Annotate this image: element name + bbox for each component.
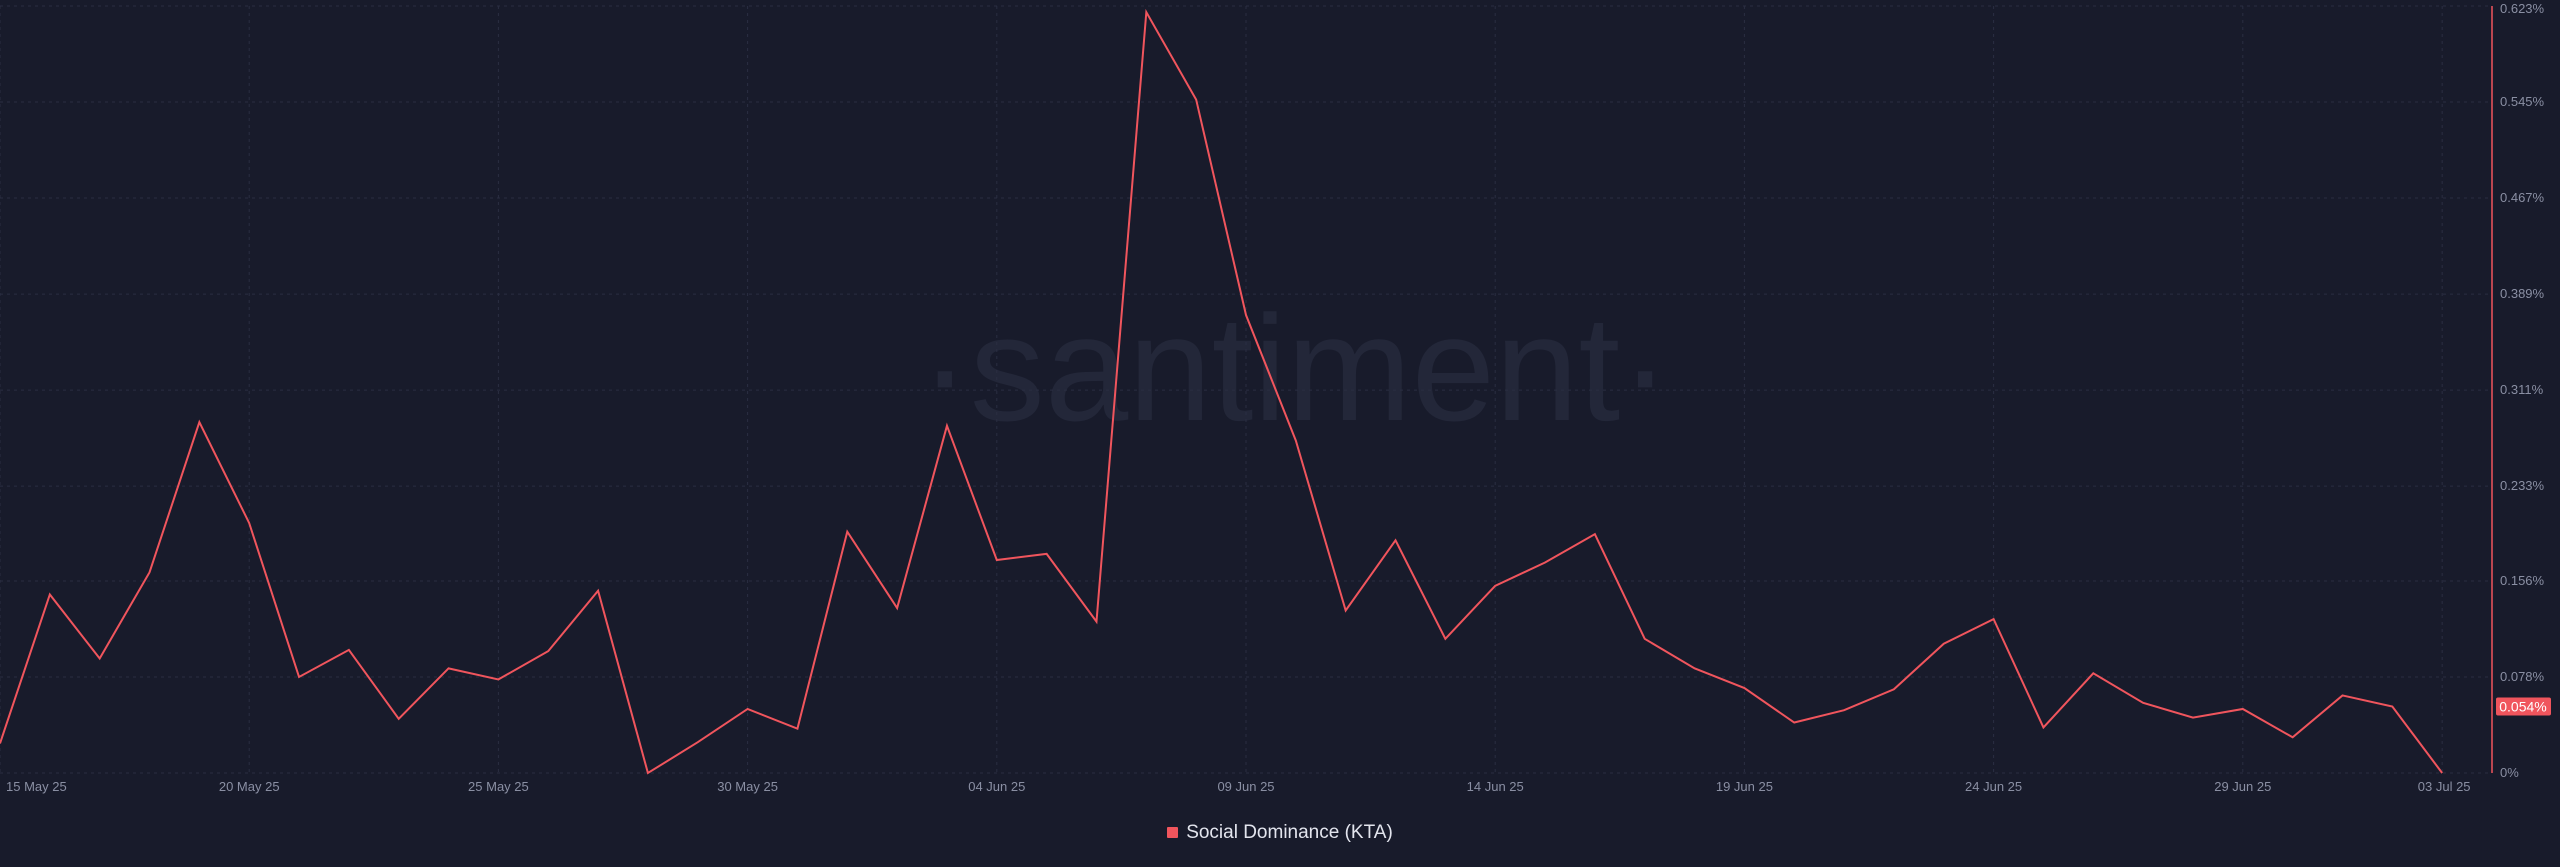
y-tick-label: 0.623% (2500, 1, 2545, 16)
data-point[interactable] (397, 717, 401, 721)
data-point[interactable] (546, 649, 550, 653)
y-tick-label: 0.467% (2500, 190, 2545, 205)
x-tick-label: 30 May 25 (717, 779, 778, 794)
data-point[interactable] (197, 420, 201, 424)
data-point[interactable] (1991, 617, 1995, 621)
series-line[interactable] (0, 8, 2443, 775)
last-value-badge-background (2496, 697, 2551, 716)
data-point[interactable] (347, 648, 351, 652)
data-point[interactable] (48, 592, 52, 596)
data-point[interactable] (1244, 313, 1248, 317)
data-point[interactable] (297, 675, 301, 679)
x-axis-ticks: 15 May 25 20 May 25 25 May 25 30 May 25 04 J… (6, 779, 2471, 794)
x-tick-label: 09 Jun 25 (1217, 779, 1274, 794)
x-tick-label: 24 Jun 25 (1965, 779, 2022, 794)
y-tick-label: 0.156% (2500, 573, 2545, 588)
data-point[interactable] (1643, 637, 1647, 641)
data-point[interactable] (1294, 438, 1298, 442)
data-point[interactable] (696, 740, 700, 744)
data-point[interactable] (2041, 725, 2045, 729)
data-point[interactable] (1393, 538, 1397, 542)
x-tick-label: 19 Jun 25 (1716, 779, 1773, 794)
data-point[interactable] (446, 666, 450, 670)
y-tick-label: 0.545% (2500, 94, 2545, 109)
x-tick-label: 15 May 25 (6, 779, 67, 794)
data-point[interactable] (945, 424, 949, 428)
last-value-label: 0.054% (2499, 699, 2546, 715)
data-point[interactable] (995, 558, 999, 562)
x-tick-label: 03 Jul 25 (2418, 779, 2471, 794)
x-gridlines (0, 6, 2443, 773)
data-point[interactable] (2241, 707, 2245, 711)
data-point[interactable] (1443, 637, 1447, 641)
data-point[interactable] (845, 529, 849, 533)
data-point[interactable] (1892, 687, 1896, 691)
data-point[interactable] (596, 589, 600, 593)
data-point[interactable] (1792, 720, 1796, 724)
legend-label: Social Dominance (KTA) (1186, 822, 1393, 843)
data-point[interactable] (2091, 671, 2095, 675)
x-tick-label: 14 Jun 25 (1467, 779, 1524, 794)
data-point[interactable] (2141, 701, 2145, 705)
series-group (0, 8, 2444, 775)
data-point[interactable] (895, 606, 899, 610)
y-tick-label: 0.078% (2500, 669, 2545, 684)
data-point[interactable] (2440, 771, 2444, 775)
data-point[interactable] (247, 521, 251, 525)
data-point[interactable] (97, 656, 101, 660)
data-point[interactable] (1942, 642, 1946, 646)
x-tick-label: 04 Jun 25 (968, 779, 1025, 794)
data-point[interactable] (1543, 560, 1547, 564)
x-tick-label: 20 May 25 (219, 779, 280, 794)
data-point[interactable] (1094, 619, 1098, 623)
data-point[interactable] (1343, 608, 1347, 612)
watermark-text: ·santiment· (920, 284, 1670, 452)
data-point[interactable] (496, 677, 500, 681)
y-tick-label: 0.311% (2500, 382, 2544, 397)
data-point[interactable] (147, 570, 151, 574)
data-point[interactable] (2340, 693, 2344, 697)
legend-swatch (1167, 827, 1179, 838)
data-point[interactable] (1742, 686, 1746, 690)
data-point[interactable] (2191, 715, 2195, 719)
y-tick-label: 0% (2500, 765, 2519, 780)
data-point[interactable] (1692, 666, 1696, 670)
data-point[interactable] (1842, 708, 1846, 712)
y-tick-label: 0.389% (2500, 286, 2545, 301)
data-point[interactable] (1144, 10, 1148, 14)
data-point[interactable] (1493, 584, 1497, 588)
data-point[interactable] (1593, 532, 1597, 536)
last-value-badge: 0.054% (2496, 697, 2551, 716)
data-point[interactable] (646, 771, 650, 775)
legend[interactable]: Social Dominance (KTA) (0, 822, 2560, 844)
data-point[interactable] (1044, 552, 1048, 556)
x-tick-label: 29 Jun 25 (2214, 779, 2271, 794)
y-axis-ticks: 0% 0.078% 0.156% 0.233% 0.311% 0.389% 0.467% 0.… (2500, 1, 2545, 780)
data-point[interactable] (795, 726, 799, 730)
y-tick-label: 0.233% (2500, 478, 2545, 493)
data-point[interactable] (2390, 704, 2394, 708)
data-point[interactable] (1194, 97, 1198, 101)
data-point[interactable] (745, 707, 749, 711)
data-point[interactable] (2290, 735, 2294, 739)
x-tick-label: 25 May 25 (468, 779, 529, 794)
